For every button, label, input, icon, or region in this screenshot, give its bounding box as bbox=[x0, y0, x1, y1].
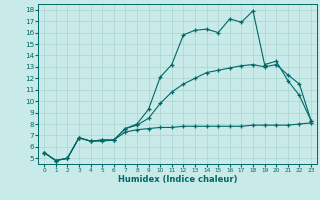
X-axis label: Humidex (Indice chaleur): Humidex (Indice chaleur) bbox=[118, 175, 237, 184]
